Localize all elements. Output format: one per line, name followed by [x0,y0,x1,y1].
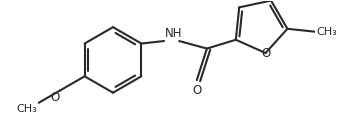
Text: O: O [192,85,201,97]
Text: CH₃: CH₃ [17,104,38,114]
Text: NH: NH [165,27,182,40]
Text: O: O [50,91,59,104]
Text: O: O [261,46,270,60]
Text: CH₃: CH₃ [316,27,337,37]
